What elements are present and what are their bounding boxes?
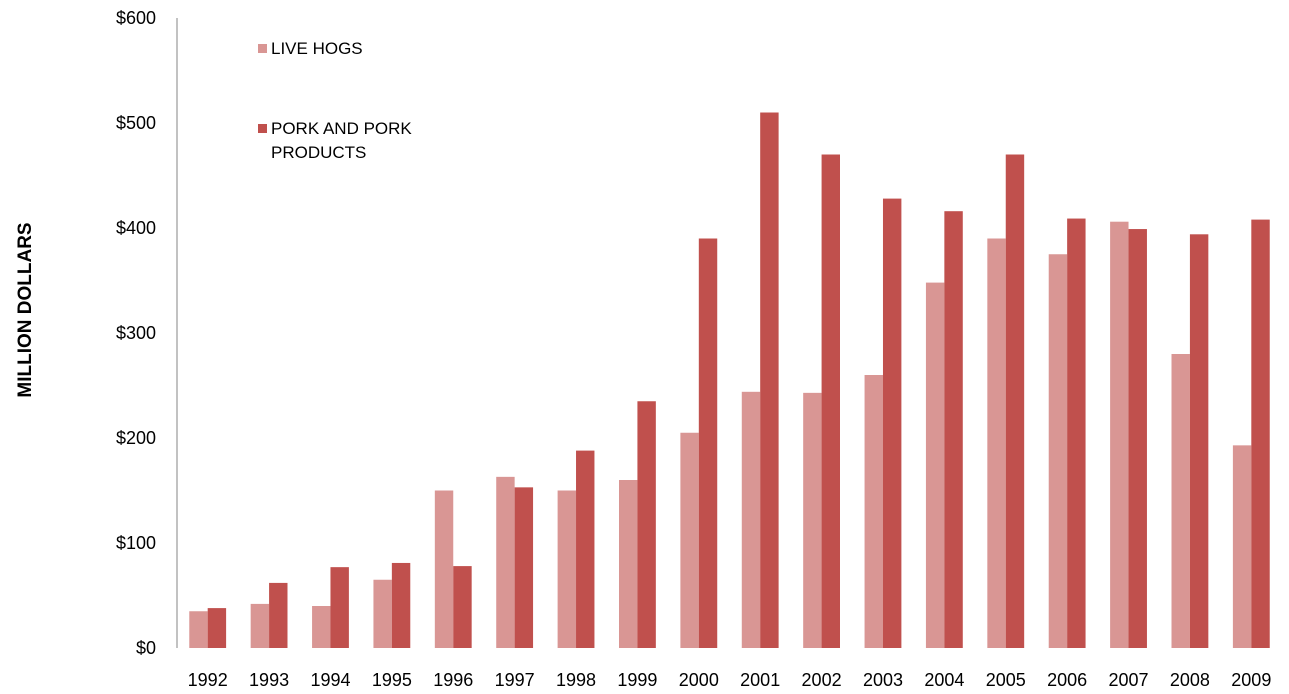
- bar-live-hogs-1992: [189, 611, 208, 648]
- bar-pork-products-1995: [391, 562, 411, 648]
- bar-live-hogs-1994: [312, 606, 331, 648]
- y-tick-label: $400: [116, 218, 156, 238]
- bar-live-hogs-2006: [1048, 254, 1068, 648]
- x-tick-label: 1996: [433, 670, 473, 690]
- bar-live-hogs-1999: [619, 480, 638, 648]
- x-tick-label: 2005: [986, 670, 1026, 690]
- bar-live-hogs-2001: [741, 391, 761, 648]
- bar-live-hogs-1993: [250, 603, 270, 648]
- bar-live-hogs-2009: [1232, 445, 1252, 648]
- bar-live-hogs-2007: [1110, 221, 1129, 648]
- x-tick-label: 2007: [1109, 670, 1149, 690]
- x-tick-label: 1994: [310, 670, 350, 690]
- bar-pork-products-2000: [698, 238, 718, 648]
- bar-live-hogs-1995: [373, 579, 392, 648]
- bar-pork-products-2006: [1067, 218, 1086, 649]
- bar-pork-products-2007: [1128, 229, 1147, 649]
- bar-pork-products-2003: [882, 198, 902, 648]
- x-tick-label: 1998: [556, 670, 596, 690]
- x-tick-label: 1993: [249, 670, 289, 690]
- bar-pork-products-1999: [637, 401, 656, 648]
- legend-label-pork-products: PRODUCTS: [271, 143, 366, 162]
- bar-pork-products-2005: [1005, 154, 1025, 648]
- bar-pork-products-2002: [821, 154, 840, 648]
- x-tick-label: 2002: [802, 670, 842, 690]
- x-tick-label: 2004: [924, 670, 964, 690]
- x-tick-label: 1999: [617, 670, 657, 690]
- x-tick-label: 2008: [1170, 670, 1210, 690]
- x-tick-label: 2000: [679, 670, 719, 690]
- bar-pork-products-2001: [760, 112, 779, 648]
- y-tick-label: $600: [116, 8, 156, 28]
- bar-pork-products-1993: [269, 582, 288, 648]
- legend-swatch-live-hogs: [258, 44, 267, 53]
- legend-label-pork-products: PORK AND PORK: [271, 119, 412, 138]
- x-tick-label: 2006: [1047, 670, 1087, 690]
- bar-pork-products-1992: [207, 608, 227, 648]
- y-axis-label: MILLION DOLLARS: [15, 222, 36, 397]
- bar-pork-products-1998: [576, 450, 595, 648]
- x-tick-label: 2009: [1231, 670, 1271, 690]
- bars: [189, 112, 1270, 649]
- y-tick-label: $200: [116, 428, 156, 448]
- bar-pork-products-1994: [330, 567, 349, 648]
- x-tick-label: 1992: [188, 670, 228, 690]
- legend: LIVE HOGS PORK AND PORK PRODUCTS: [258, 39, 412, 162]
- x-tick-label: 2003: [863, 670, 903, 690]
- bar-live-hogs-2003: [864, 375, 883, 648]
- x-tick-label: 2001: [740, 670, 780, 690]
- y-tick-labels: $0 $100 $200 $300 $400 $500 $600: [116, 8, 156, 658]
- bar-pork-products-2009: [1251, 219, 1270, 648]
- bar-live-hogs-1998: [557, 490, 577, 648]
- x-tick-label: 1997: [495, 670, 535, 690]
- bar-live-hogs-1996: [434, 490, 454, 648]
- y-tick-label: $300: [116, 323, 156, 343]
- bar-live-hogs-2000: [680, 432, 699, 648]
- x-tick-label: 1995: [372, 670, 412, 690]
- legend-swatch-pork-products: [258, 124, 267, 133]
- y-tick-label: $0: [136, 638, 156, 658]
- y-tick-label: $500: [116, 113, 156, 133]
- bar-live-hogs-2002: [803, 392, 822, 648]
- bar-pork-products-2004: [944, 211, 963, 648]
- bar-live-hogs-2008: [1171, 354, 1190, 648]
- bar-pork-products-1997: [514, 487, 534, 648]
- bar-live-hogs-1997: [496, 476, 515, 648]
- bar-pork-products-2008: [1189, 234, 1209, 649]
- x-tick-labels: 1992 1993 1994 1995 1996 1997 1998 1999 2000 2001…: [188, 670, 1272, 690]
- bar-live-hogs-2005: [987, 238, 1006, 648]
- legend-label-live-hogs: LIVE HOGS: [271, 39, 363, 58]
- bar-pork-products-1996: [453, 566, 472, 648]
- y-tick-label: $100: [116, 533, 156, 553]
- bar-live-hogs-2004: [925, 282, 945, 648]
